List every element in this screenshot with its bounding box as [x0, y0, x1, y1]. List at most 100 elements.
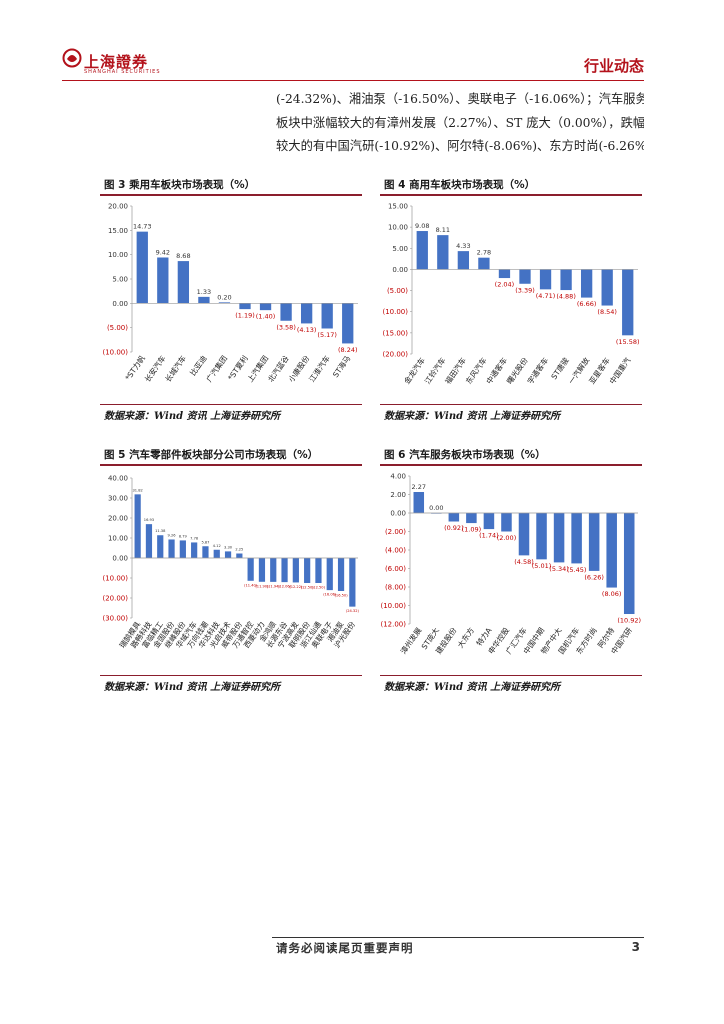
bar [501, 513, 512, 532]
y-tick-label: (8.00) [385, 584, 406, 592]
bar [315, 558, 322, 583]
category-label: 长城汽车 [163, 353, 189, 384]
y-tick-label: (10.00) [102, 349, 128, 357]
bar [202, 546, 209, 558]
bar-value-label: (2.00) [497, 534, 517, 542]
bar [478, 257, 490, 270]
bar [218, 302, 231, 304]
bar-value-label: (16.50) [335, 594, 349, 598]
bar-value-label: (4.71) [536, 292, 556, 300]
bar-value-label: 9.26 [168, 533, 177, 537]
figure-6-top-rule [380, 464, 642, 466]
bar-value-label: (4.13) [297, 326, 317, 334]
logo-text: 上海證券 [84, 53, 149, 71]
bar-value-label: 9.08 [415, 222, 429, 230]
bar [145, 524, 153, 558]
bar-value-label: (3.39) [515, 286, 535, 294]
bar [437, 235, 449, 270]
y-tick-label: 20.00 [108, 203, 128, 211]
figure-3-top-rule [100, 194, 362, 196]
bar [553, 513, 565, 563]
y-tick-label: 4.00 [390, 473, 406, 481]
y-tick-label: (20.00) [102, 595, 128, 603]
bar-value-label: (6.26) [584, 573, 604, 581]
bar-value-label: 9.42 [156, 248, 170, 256]
bar [457, 251, 470, 270]
y-tick-label: 10.00 [108, 251, 128, 259]
body-line: 较大的有中国汽研(-10.92%)、阿尔特(-8.06%)、东方时尚(-6.26… [276, 139, 644, 153]
bar [198, 296, 210, 304]
bar-value-label: (0.92) [444, 524, 464, 532]
bar-value-label: 8.68 [176, 252, 190, 260]
y-tick-label: 0.00 [112, 300, 128, 308]
category-label: 广汽集团 [204, 353, 229, 383]
figure-5-bottom-rule [100, 675, 362, 676]
bar [239, 303, 251, 310]
bar [349, 558, 356, 607]
bar [258, 558, 266, 582]
bar [213, 549, 220, 558]
y-tick-label: (5.00) [107, 324, 128, 332]
body-line: 板块中涨幅较大的有漳州发展（2.27%）、ST 庞大（0.00%），跌幅 [276, 115, 644, 130]
bar-value-label: (3.58) [276, 323, 296, 331]
category-label: 比亚迪 [187, 353, 208, 378]
bar [606, 513, 617, 588]
bar-value-label: 1.33 [197, 288, 211, 296]
y-tick-label: (10.00) [102, 575, 128, 583]
bar [498, 269, 511, 279]
bar [177, 261, 190, 304]
bar [519, 269, 531, 284]
y-tick-label: (2.00) [385, 528, 406, 536]
figure-6-source: 数据来源：Wind 资讯 上海证券研究所 [384, 682, 561, 693]
bar-value-label: 8.79 [179, 534, 188, 538]
logo-subtext: SHANGHAI SECURITIES [84, 69, 161, 75]
category-label: 江淮汽车 [306, 353, 332, 384]
bar-value-label: (16.06) [323, 593, 337, 597]
bar-value-label: 16.93 [144, 518, 154, 522]
bar-value-label: (12.50) [312, 586, 326, 590]
bar-value-label: 11.38 [155, 529, 166, 533]
y-tick-label: (12.00) [380, 621, 406, 629]
figure-3-bottom-rule [100, 404, 362, 405]
figure-6-chart: 4.00 2.00 0.00 (2.00) (4.00) (6.00) (8.00) (10.… [380, 473, 641, 656]
bar-value-label: (5.34) [549, 565, 569, 573]
figure-6-bottom-rule [380, 675, 642, 676]
bar-value-label: (11.94) [267, 584, 281, 588]
figure-5-source: 数据来源：Wind 资讯 上海证券研究所 [104, 682, 281, 693]
bar-value-label: (10.92) [617, 617, 641, 625]
figure-3-source: 数据来源：Wind 资讯 上海证券研究所 [104, 411, 281, 422]
bar [191, 542, 198, 558]
bar [259, 303, 272, 311]
y-tick-label: (10.00) [380, 602, 406, 610]
bar-value-label: (1.19) [235, 312, 255, 320]
bar-value-label: (24.32) [346, 609, 360, 613]
y-tick-label: 0.00 [112, 555, 128, 563]
bar [281, 558, 288, 583]
bar [466, 513, 477, 524]
bar-value-label: (12.06) [278, 585, 292, 589]
bar-value-label: 0.00 [429, 504, 443, 512]
bar-value-label: 7.78 [190, 536, 199, 540]
page-number: 3 [631, 940, 640, 954]
bar-value-label: 8.11 [436, 226, 450, 234]
bar [536, 513, 547, 560]
y-tick-label: (4.00) [385, 547, 406, 555]
bar-value-label: (2.04) [495, 281, 515, 289]
bar [416, 231, 428, 270]
bar [337, 558, 345, 591]
y-tick-label: 2.00 [390, 491, 406, 499]
bar [560, 269, 572, 291]
bar [601, 269, 613, 306]
bar [483, 513, 495, 530]
bar-value-label: (5.17) [317, 331, 337, 339]
bar [539, 269, 552, 290]
figure-4-chart: 15.00 10.00 5.00 0.00 (5.00) (10.00) (15.00) (2… [382, 203, 639, 386]
bar [236, 553, 243, 558]
category-label: 大东方 [455, 625, 476, 650]
bar-value-label: 14.73 [133, 223, 152, 231]
y-tick-label: 15.00 [388, 203, 408, 211]
figure-4-bottom-rule [380, 404, 642, 405]
bar-value-label: (8.06) [602, 590, 622, 598]
bar [280, 303, 292, 321]
bar-value-label: (11.90) [255, 584, 269, 588]
